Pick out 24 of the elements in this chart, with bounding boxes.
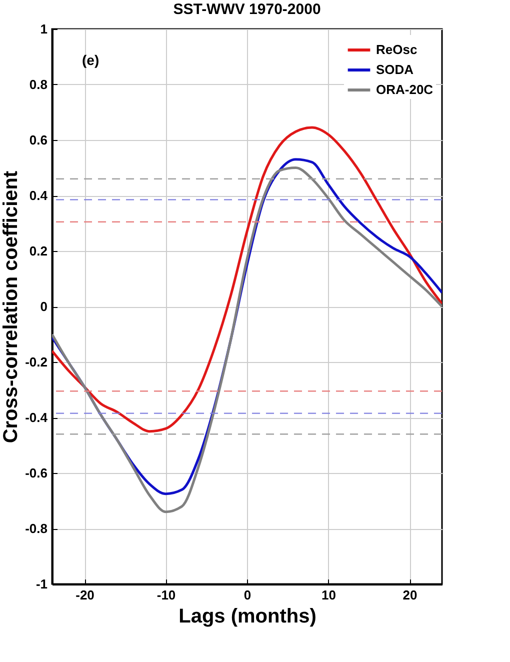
y-tick-label: 0.8 [29,77,48,92]
chart-title: SST-WWV 1970-2000 [173,1,321,18]
x-axis-title: Lags (months) [178,606,316,628]
x-tick-label: 0 [244,588,252,602]
line-series [52,126,442,433]
y-tick-label: 0.6 [29,132,48,148]
annotation: (e) [82,52,100,68]
y-tick-label: 0 [40,299,48,314]
legend-label: ReOsc [376,42,418,57]
y-tick-label: 0.2 [29,244,48,258]
x-tick-label: 20 [402,588,418,602]
legend-label: ORA-20C [376,82,434,97]
x-tick-label: -10 [156,588,176,602]
y-tick-label: -0.8 [25,521,48,536]
y-tick-label: -0.6 [25,466,48,480]
y-tick-label: 0.4 [29,188,48,203]
y-tick-label: -0.2 [25,354,48,370]
y-tick-label: 1 [40,22,48,36]
y-tick-label: -1 [36,576,48,592]
y-axis-title: Cross-correlation coefficient [0,170,22,444]
y-tick-label: -0.4 [25,410,48,425]
x-tick-label: -20 [76,588,94,602]
x-tick-label: 10 [322,588,336,602]
legend-label: SODA [376,62,414,77]
